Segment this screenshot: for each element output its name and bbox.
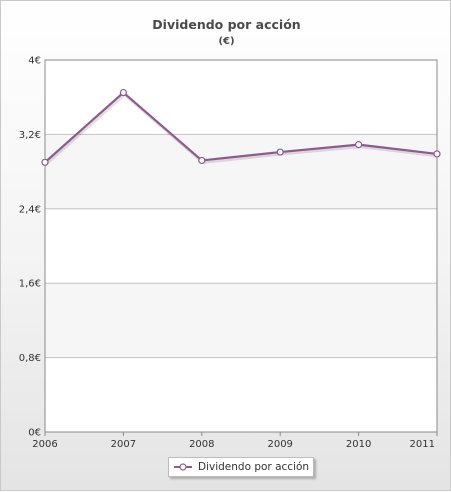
x-tick-label: 2011 bbox=[410, 439, 435, 450]
data-point bbox=[41, 158, 49, 166]
x-tick-label: 2008 bbox=[189, 439, 214, 450]
legend: Dividendo por acción bbox=[168, 457, 314, 477]
data-point bbox=[119, 88, 128, 97]
series-line-shadow bbox=[45, 92, 439, 166]
y-tick-label: 0,8€ bbox=[19, 353, 41, 364]
plot-band bbox=[45, 60, 437, 135]
data-point bbox=[276, 148, 284, 156]
x-tick-label: 2006 bbox=[32, 439, 57, 450]
y-tick-label: 0€ bbox=[28, 428, 41, 439]
x-tick-label: 2007 bbox=[111, 439, 136, 450]
chart-title: Dividendo por acción bbox=[152, 17, 301, 32]
legend-swatch bbox=[174, 463, 192, 471]
data-point bbox=[355, 141, 363, 149]
plot-band bbox=[45, 134, 437, 209]
legend-label: Dividendo por acción bbox=[198, 461, 310, 473]
plot-band bbox=[45, 357, 437, 432]
y-tick-label: 4€ bbox=[28, 56, 41, 67]
data-point bbox=[198, 156, 206, 165]
y-tick-label: 1,6€ bbox=[19, 279, 41, 290]
x-tick-label: 2009 bbox=[267, 439, 292, 450]
data-point bbox=[433, 150, 441, 158]
x-tick-label: 2010 bbox=[346, 439, 371, 450]
y-tick-label: 2,4€ bbox=[19, 204, 41, 215]
chart-subtitle: (€) bbox=[218, 36, 235, 47]
series-line bbox=[44, 91, 438, 164]
plot-band bbox=[45, 283, 437, 358]
y-tick-label: 3,2€ bbox=[19, 130, 41, 141]
plot-band bbox=[45, 208, 437, 284]
